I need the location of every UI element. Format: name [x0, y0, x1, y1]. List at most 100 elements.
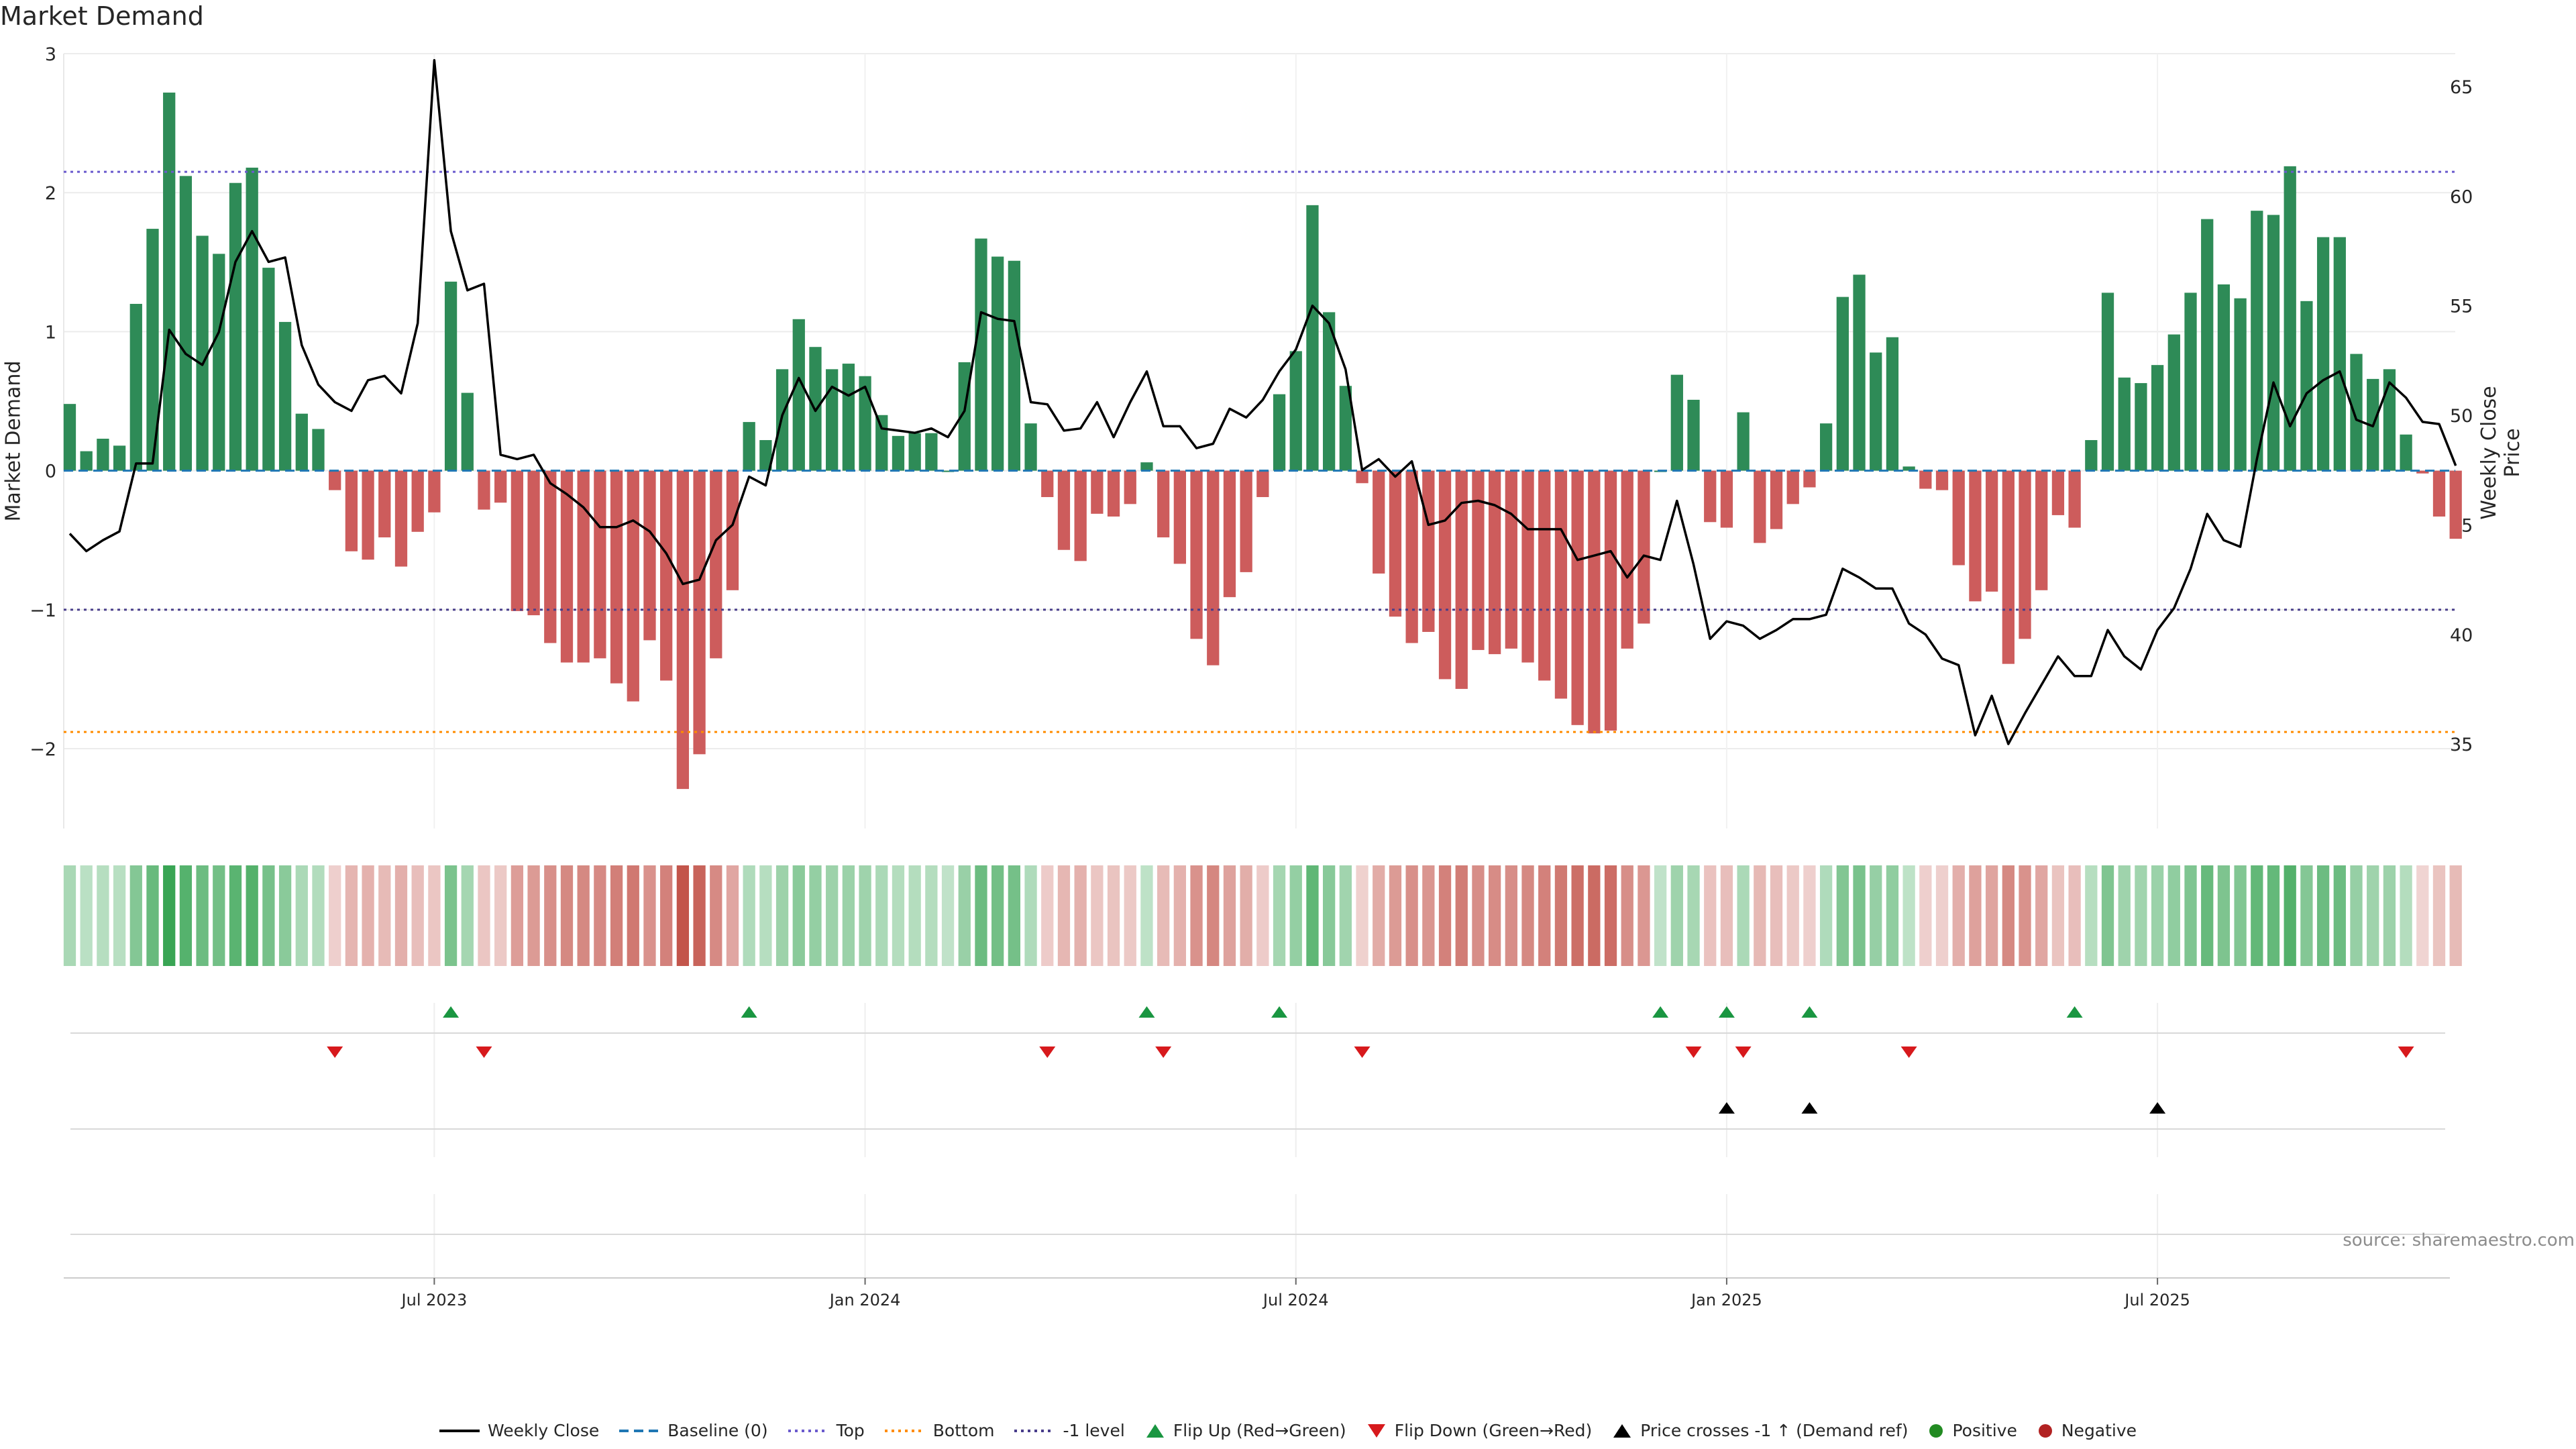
- heat-cell: [1323, 865, 1336, 966]
- demand-bar: [1173, 470, 1186, 564]
- flip-down-marker: [1155, 1046, 1172, 1058]
- demand-bar: [610, 470, 623, 684]
- demand-bar: [577, 470, 590, 663]
- heat-cell: [1819, 865, 1833, 966]
- flip-down-marker: [1354, 1046, 1371, 1058]
- heat-cell: [1571, 865, 1584, 966]
- legend-item-baseline: Baseline (0): [619, 1421, 768, 1440]
- heat-cell: [1389, 865, 1402, 966]
- heat-cell: [2333, 865, 2346, 966]
- flip-down-marker: [327, 1046, 343, 1058]
- heat-cell: [2184, 865, 2197, 966]
- heat-cell: [362, 865, 374, 966]
- heat-cell: [1306, 865, 1319, 966]
- demand-bar: [826, 369, 839, 471]
- demand-bar: [743, 422, 755, 471]
- heat-cell: [511, 865, 524, 966]
- demand-bar: [2267, 215, 2280, 471]
- y-tick-label: 2: [45, 183, 56, 204]
- demand-bar: [1373, 470, 1385, 574]
- demand-bar: [1786, 470, 1799, 504]
- flip-down-marker: [1685, 1046, 1702, 1058]
- x-tick-label: Jan 2025: [1690, 1291, 1762, 1309]
- demand-bar: [2333, 237, 2346, 471]
- heat-cell: [2383, 865, 2396, 966]
- demand-bar: [2035, 470, 2048, 590]
- dotted-line-icon: [1014, 1429, 1055, 1432]
- triangle-down-icon: [1367, 1424, 1385, 1438]
- heat-cell: [494, 865, 507, 966]
- heat-cell: [262, 865, 275, 966]
- heat-cell: [2167, 865, 2180, 966]
- legend-label: Price crosses -1 ↑ (Demand ref): [1640, 1421, 1909, 1440]
- heat-cell: [179, 865, 193, 966]
- demand-bar: [2167, 334, 2180, 471]
- y-tick-label: 1: [45, 322, 56, 343]
- triangle-up-icon: [1146, 1424, 1164, 1438]
- x-tick-label: Jul 2023: [400, 1291, 468, 1309]
- heat-cell: [229, 865, 242, 966]
- demand-bar: [1339, 386, 1352, 471]
- demand-bar: [544, 470, 557, 643]
- heat-cell: [2035, 865, 2048, 966]
- heat-cell: [478, 865, 490, 966]
- legend-item-flip-down: Flip Down (Green→Red): [1366, 1421, 1592, 1440]
- heat-cell: [345, 865, 358, 966]
- dotted-line-icon: [788, 1429, 828, 1432]
- demand-bar: [842, 364, 855, 471]
- heat-cell: [2251, 865, 2263, 966]
- heat-cell: [726, 865, 739, 966]
- demand-bar: [2002, 470, 2015, 664]
- demand-bar: [1505, 470, 1517, 649]
- heat-cell: [908, 865, 921, 966]
- heat-cell: [1008, 865, 1020, 966]
- heat-cell: [1157, 865, 1170, 966]
- demand-bar: [444, 281, 458, 471]
- demand-bar: [2101, 292, 2114, 471]
- flip-up-marker: [2066, 1006, 2083, 1018]
- triangle-up-icon: [1613, 1424, 1631, 1438]
- heat-cell: [1786, 865, 1799, 966]
- source-text: source: sharemaestro.com: [2343, 1230, 2575, 1250]
- demand-bar: [1902, 466, 1915, 471]
- heat-cell: [2284, 865, 2296, 966]
- legend-item-negative: Negative: [2037, 1421, 2137, 1440]
- demand-bar: [2019, 470, 2031, 639]
- demand-bar: [643, 470, 656, 641]
- heat-cell: [1638, 865, 1650, 966]
- heat-cell: [444, 865, 458, 966]
- heat-cell: [2118, 865, 2131, 966]
- heat-cell: [1538, 865, 1551, 966]
- heat-cell: [1107, 865, 1120, 966]
- demand-bar: [1521, 470, 1534, 663]
- heat-cell: [594, 865, 606, 966]
- heat-cell: [643, 865, 656, 966]
- demand-bar: [1704, 470, 1717, 523]
- demand-bar: [1588, 470, 1601, 734]
- heat-cell: [1836, 865, 1849, 966]
- heat-cell: [1969, 865, 1982, 966]
- heat-cell: [925, 865, 938, 966]
- flip-up-marker: [1718, 1006, 1735, 1018]
- demand-bar: [1472, 470, 1485, 650]
- demand-bar: [859, 376, 871, 471]
- demand-bar: [146, 229, 159, 471]
- demand-bar: [1638, 470, 1650, 624]
- demand-bar: [2135, 383, 2147, 471]
- demand-bar: [1670, 374, 1683, 471]
- x-tick-label: Jul 2025: [2123, 1291, 2190, 1309]
- demand-bar: [1389, 470, 1402, 617]
- heat-cell: [1505, 865, 1517, 966]
- demand-bar: [1356, 470, 1368, 484]
- demand-bar: [991, 256, 1004, 471]
- heat-cell: [394, 865, 408, 966]
- heat-cell: [1670, 865, 1683, 966]
- heat-cell: [775, 865, 789, 966]
- heat-cell: [428, 865, 441, 966]
- demand-bar: [676, 470, 690, 790]
- demand-bar: [2251, 211, 2263, 471]
- flip-down-marker: [2398, 1046, 2414, 1058]
- demand-bar: [1621, 470, 1633, 649]
- demand-bar: [1985, 470, 1998, 592]
- demand-bar: [1720, 470, 1733, 528]
